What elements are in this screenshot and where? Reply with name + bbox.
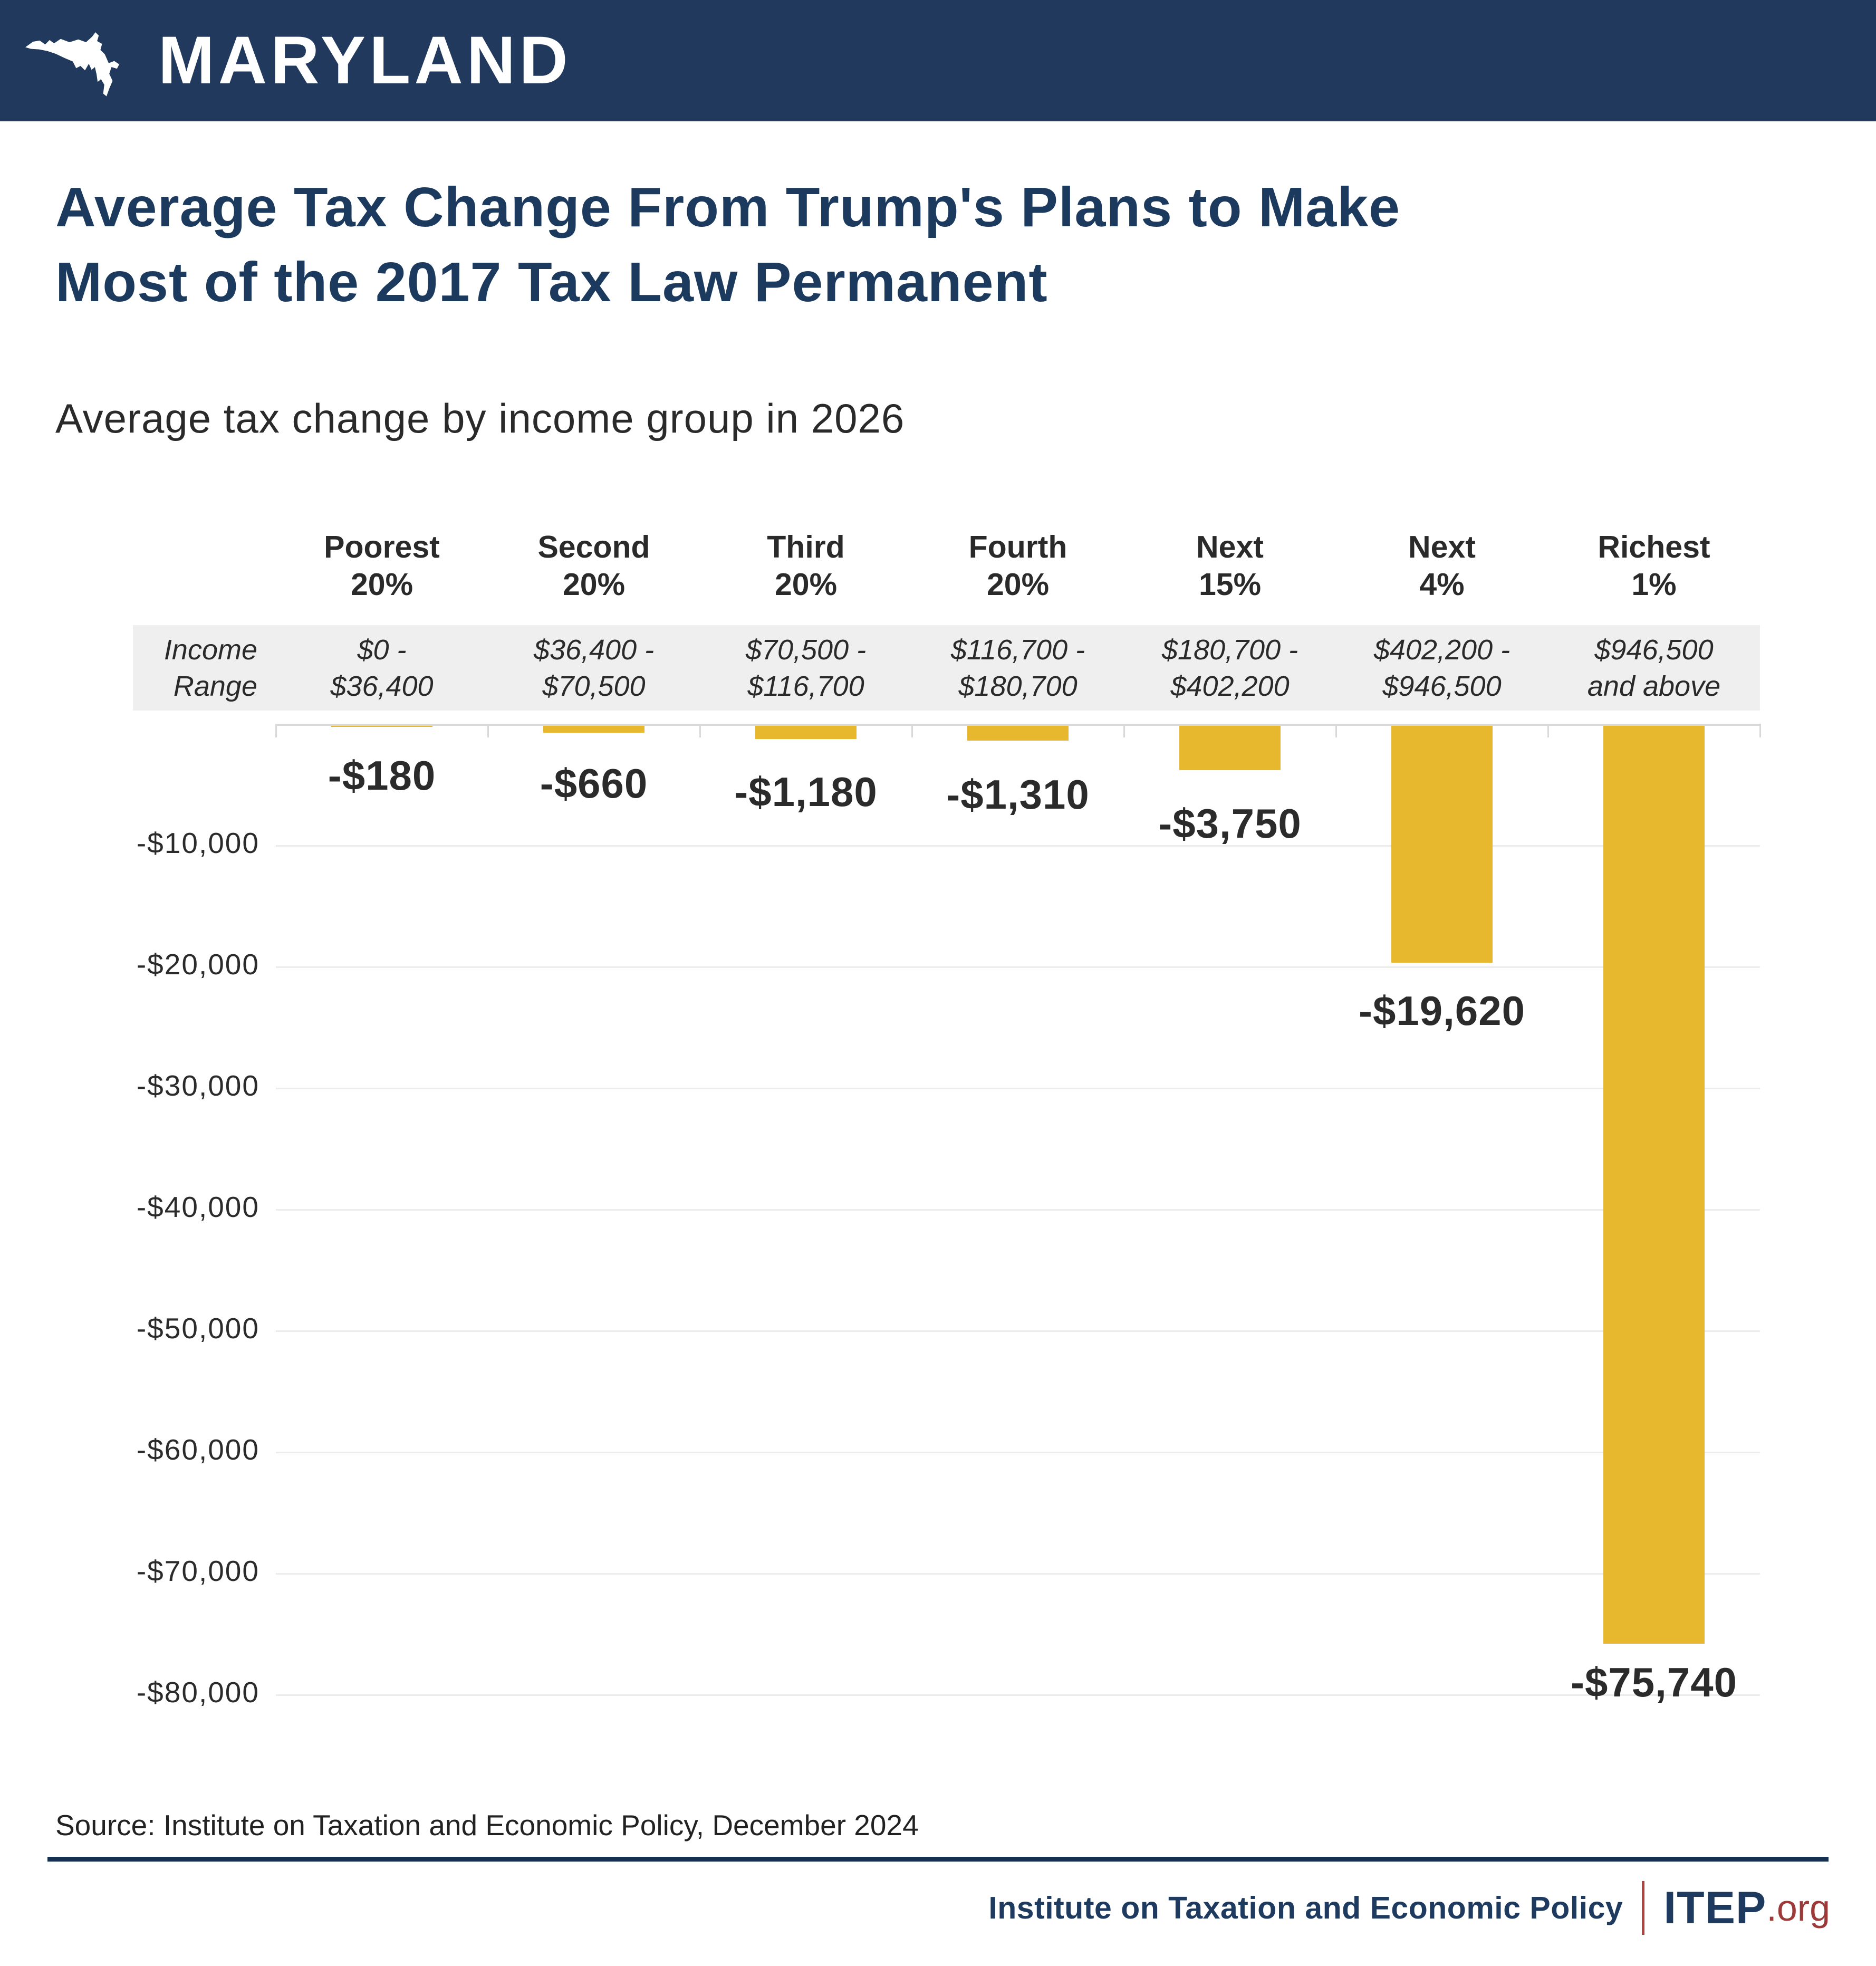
- axis-tick: [275, 724, 277, 737]
- income-range-cell: $402,200 - $946,500: [1373, 634, 1511, 702]
- income-range-row-label: Income Range: [163, 634, 257, 702]
- footer-org-label: Institute on Taxation and Economic Polic…: [988, 1891, 1623, 1925]
- footer-divider: [47, 1857, 1829, 1862]
- axis-tick: [1123, 724, 1125, 737]
- gridline: [276, 1330, 1760, 1332]
- y-axis-label: -$10,000: [136, 827, 259, 859]
- income-range-band: [133, 625, 1760, 711]
- chart-subtitle: Average tax change by income group in 20…: [55, 395, 905, 442]
- income-range-cell: $180,700 - $402,200: [1161, 634, 1298, 702]
- y-axis-label: -$60,000: [136, 1433, 259, 1466]
- bar-value-label: -$19,620: [1359, 987, 1525, 1034]
- income-range-cell: $946,500 and above: [1587, 634, 1721, 702]
- bar-value-label: -$180: [328, 752, 436, 799]
- maryland-state-icon: [25, 32, 119, 97]
- income-range-cell: $116,700 - $180,700: [950, 634, 1085, 702]
- bar: [1179, 725, 1281, 770]
- column-header: Fourth 20%: [968, 530, 1067, 602]
- bar: [967, 725, 1069, 741]
- gridline: [276, 845, 1760, 847]
- bar-value-label: -$660: [540, 760, 648, 807]
- bar: [1391, 725, 1493, 963]
- y-axis-label: -$40,000: [136, 1191, 259, 1223]
- state-name-label: MARYLAND: [158, 23, 572, 98]
- axis-tick: [1759, 724, 1761, 737]
- bar-value-label: -$1,310: [946, 771, 1090, 818]
- y-axis-label: -$80,000: [136, 1676, 259, 1709]
- itep-logo: ITEP: [1663, 1882, 1767, 1933]
- column-header: Next 15%: [1196, 530, 1264, 602]
- bar: [543, 725, 644, 733]
- column-header: Poorest 20%: [324, 530, 440, 602]
- gridline: [276, 1573, 1760, 1575]
- income-range-cell: $0 - $36,400: [330, 634, 434, 702]
- gridline: [276, 966, 1760, 968]
- column-header: Second 20%: [537, 530, 650, 602]
- column-header: Next 4%: [1408, 530, 1476, 602]
- bar: [1603, 725, 1705, 1644]
- itep-logo-suffix: .org: [1766, 1887, 1830, 1929]
- income-range-cell: $70,500 - $116,700: [745, 634, 867, 702]
- column-header: Richest 1%: [1598, 530, 1710, 602]
- axis-tick: [487, 724, 489, 737]
- y-axis-label: -$20,000: [136, 948, 259, 981]
- page-title: Average Tax Change From Trump's Plans to…: [55, 176, 1401, 314]
- bar-value-label: -$1,180: [734, 769, 878, 815]
- source-note: Source: Institute on Taxation and Econom…: [55, 1809, 919, 1842]
- footer-separator-bar: [1642, 1881, 1645, 1935]
- footer: Institute on Taxation and Economic Polic…: [988, 1881, 1830, 1935]
- gridline: [276, 1088, 1760, 1089]
- bar: [755, 725, 857, 739]
- income-range-cell: $36,400 - $70,500: [533, 634, 655, 702]
- bar-value-label: -$75,740: [1571, 1659, 1737, 1705]
- gridline: [276, 1209, 1760, 1211]
- x-axis-zero-line: [276, 724, 1760, 726]
- bar: [331, 725, 432, 727]
- axis-tick: [1547, 724, 1549, 737]
- axis-tick: [1335, 724, 1337, 737]
- column-header: Third 20%: [767, 530, 845, 602]
- y-axis-label: -$70,000: [136, 1555, 259, 1587]
- axis-tick: [699, 724, 701, 737]
- gridline: [276, 1694, 1760, 1696]
- bar-value-label: -$3,750: [1158, 800, 1302, 847]
- gridline: [276, 1452, 1760, 1453]
- y-axis-label: -$50,000: [136, 1312, 259, 1345]
- axis-tick: [911, 724, 913, 737]
- y-axis-label: -$30,000: [136, 1069, 259, 1102]
- state-header-banner: MARYLAND: [0, 0, 1876, 121]
